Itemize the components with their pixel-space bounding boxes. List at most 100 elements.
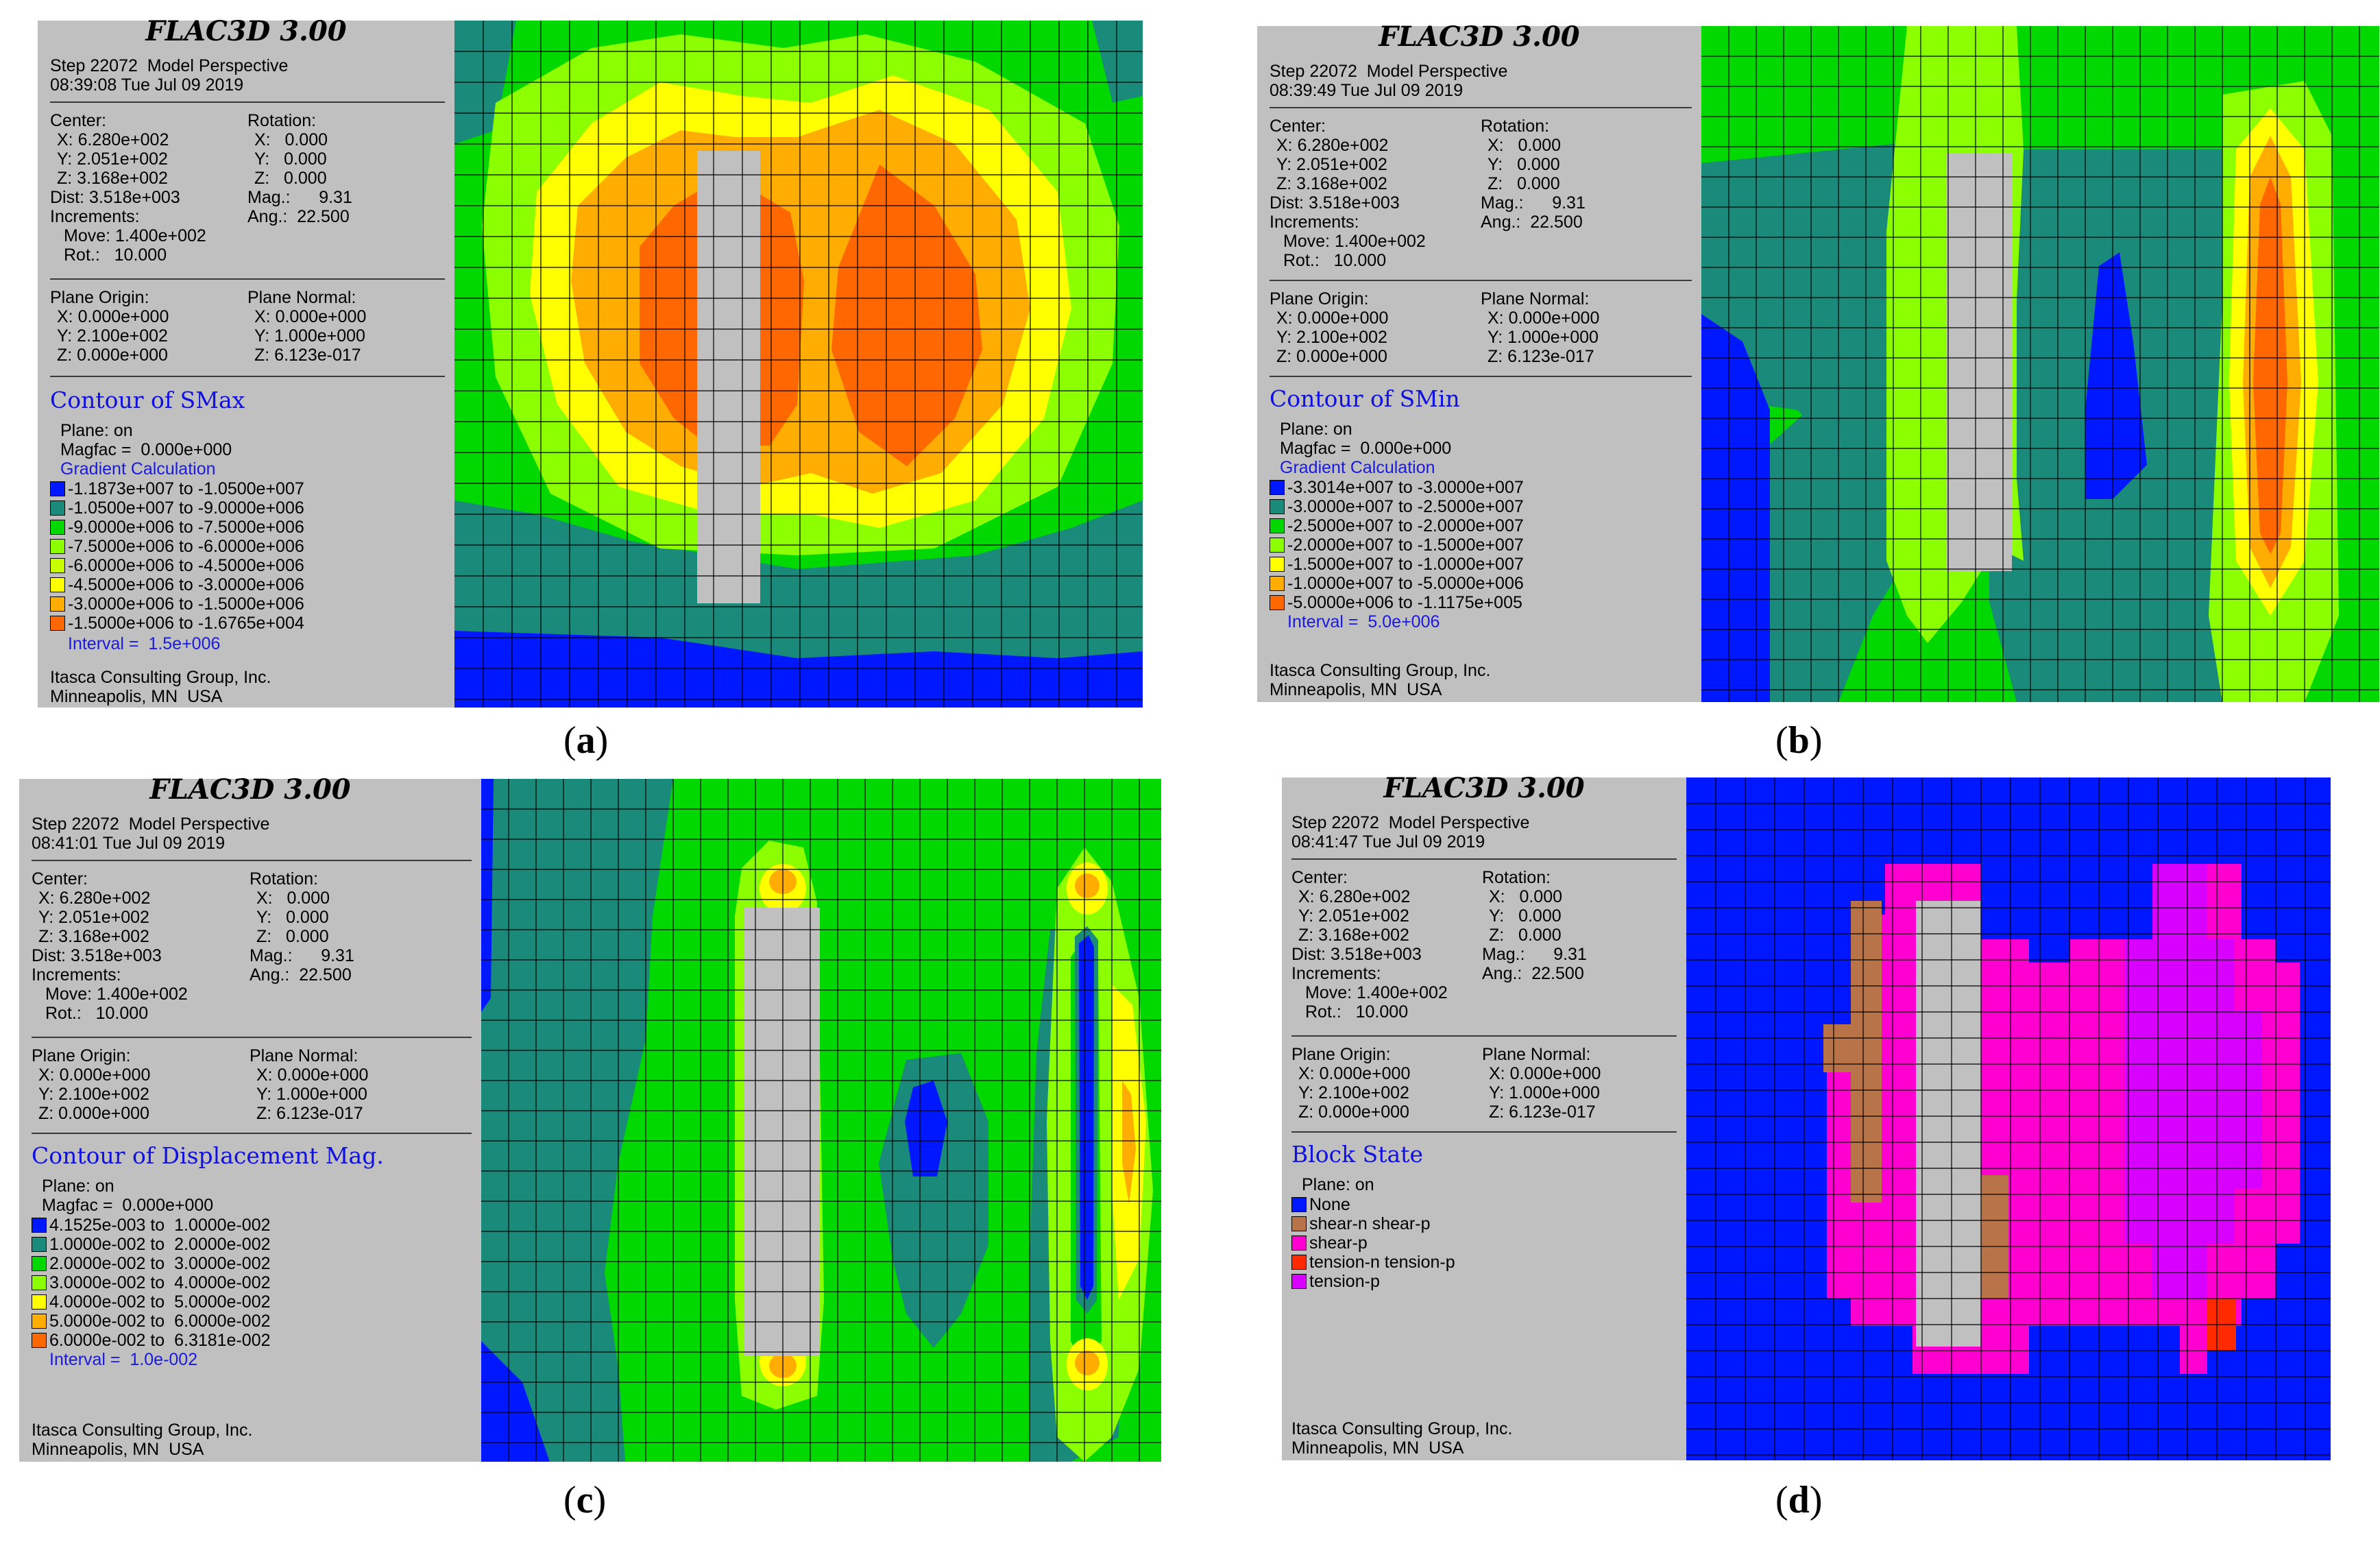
plane-normal-z: Z: 6.123e-017 xyxy=(1487,347,1594,366)
legend-label: -6.0000e+006 to -4.5000e+006 xyxy=(68,556,304,575)
plane-state: Plane: on xyxy=(1302,1175,1374,1194)
caption-c: (c) xyxy=(563,1479,607,1521)
rotation-z: Z: 0.000 xyxy=(256,927,329,946)
rotation-label: Rotation: xyxy=(250,869,319,889)
rotation-x: X: 0.000 xyxy=(254,130,328,149)
rotation-x: X: 0.000 xyxy=(1489,887,1563,906)
contour-title: Contour of SMax xyxy=(50,387,245,413)
info-panel-d: FLAC3D 3.00 Step 22072 Model Perspective… xyxy=(1282,775,1686,1460)
plane-state: Plane: on xyxy=(42,1177,114,1196)
legend-label: 4.1525e-003 to 1.0000e-002 xyxy=(49,1216,271,1235)
mesh-grid xyxy=(1686,777,2331,1460)
increments-label: Increments: xyxy=(1291,964,1381,983)
contour-region xyxy=(640,185,708,446)
plane-normal-x: X: 0.000e+000 xyxy=(256,1065,369,1085)
legend-swatch xyxy=(1270,499,1285,514)
legend-label: -1.0500e+007 to -9.0000e+006 xyxy=(68,498,304,518)
divider xyxy=(32,1133,472,1134)
move: Move: 1.400e+002 xyxy=(64,226,206,245)
center-y: Y: 2.051e+002 xyxy=(1276,155,1387,174)
contour-region xyxy=(1701,314,1770,702)
legend-label: -1.5000e+006 to -1.6765e+004 xyxy=(68,614,304,633)
company-name: Itasca Consulting Group, Inc. xyxy=(32,1421,253,1440)
plane-state: Plane: on xyxy=(60,421,133,440)
contour-region xyxy=(2085,252,2147,499)
plane-origin-label: Plane Origin: xyxy=(32,1046,131,1065)
company-location: Minneapolis, MN USA xyxy=(50,687,223,706)
legend-swatch xyxy=(1291,1255,1307,1270)
legend-label: -2.5000e+007 to -2.0000e+007 xyxy=(1287,516,1524,535)
dist: Dist: 3.518e+003 xyxy=(1270,193,1400,213)
divider xyxy=(1270,376,1692,377)
plane-origin-z: Z: 0.000e+000 xyxy=(1276,347,1387,366)
rotation-z: Z: 0.000 xyxy=(1487,174,1560,193)
divider xyxy=(50,278,445,280)
panel-b: FLAC3D 3.00 Step 22072 Model Perspective… xyxy=(1257,21,2379,702)
caption-d: (d) xyxy=(1775,1479,1823,1521)
step-line: Step 22072 Model Perspective xyxy=(50,56,289,75)
legend-label: shear-p xyxy=(1309,1233,1368,1253)
angle: Ang.: 22.500 xyxy=(250,965,352,985)
software-title: FLAC3D 3.00 xyxy=(145,15,347,47)
legend-swatch xyxy=(32,1333,47,1348)
center-z: Z: 3.168e+002 xyxy=(57,169,168,188)
divider xyxy=(50,376,445,377)
dist: Dist: 3.518e+003 xyxy=(32,946,162,965)
legend-swatch xyxy=(1270,480,1285,495)
smin-contour-svg xyxy=(1701,26,2379,702)
plane-normal-y: Y: 1.000e+000 xyxy=(256,1085,367,1104)
legend-swatch xyxy=(32,1314,47,1329)
dist: Dist: 3.518e+003 xyxy=(50,188,180,207)
center-label: Center: xyxy=(1291,868,1348,887)
center-x: X: 6.280e+002 xyxy=(1298,887,1411,906)
legend-swatch xyxy=(32,1275,47,1290)
increments-label: Increments: xyxy=(1270,213,1359,232)
angle: Ang.: 22.500 xyxy=(247,207,350,226)
center-z: Z: 3.168e+002 xyxy=(38,927,149,946)
legend-swatch xyxy=(50,616,65,631)
legend-label: -3.3014e+007 to -3.0000e+007 xyxy=(1287,478,1524,497)
legend-swatch xyxy=(1291,1197,1307,1212)
legend-label: -1.0000e+007 to -5.0000e+006 xyxy=(1287,574,1524,593)
time-line: 08:39:49 Tue Jul 09 2019 xyxy=(1270,81,1464,100)
contour-region xyxy=(454,631,1143,708)
contour-region xyxy=(1122,1081,1136,1204)
magfac: Magfac = 0.000e+000 xyxy=(42,1196,214,1215)
rot: Rot.: 10.000 xyxy=(1305,1002,1409,1022)
info-panel-c: FLAC3D 3.00 Step 22072 Model Perspective… xyxy=(19,776,481,1462)
plane-origin-x: X: 0.000e+000 xyxy=(38,1065,151,1085)
contour-region xyxy=(744,908,820,1356)
angle: Ang.: 22.500 xyxy=(1482,964,1584,983)
contour-region xyxy=(1075,1351,1100,1375)
plane-origin-label: Plane Origin: xyxy=(1270,289,1369,309)
legend-label: -7.5000e+006 to -6.0000e+006 xyxy=(68,537,304,556)
software-title: FLAC3D 3.00 xyxy=(1379,21,1580,53)
legend-label: 4.0000e-002 to 5.0000e-002 xyxy=(49,1292,271,1312)
rot: Rot.: 10.000 xyxy=(1283,251,1387,270)
legend-swatch xyxy=(1291,1216,1307,1231)
contour-region xyxy=(2125,864,2262,1299)
center-x: X: 6.280e+002 xyxy=(1276,136,1389,155)
interval-label: Interval = 1.0e-002 xyxy=(49,1350,198,1369)
step-line: Step 22072 Model Perspective xyxy=(1291,813,1530,832)
magfac: Magfac = 0.000e+000 xyxy=(60,440,232,459)
dist: Dist: 3.518e+003 xyxy=(1291,945,1422,964)
info-panel-b: FLAC3D 3.00 Step 22072 Model Perspective… xyxy=(1257,21,1701,702)
legend-swatch xyxy=(1291,1274,1307,1289)
block-state-svg xyxy=(1686,777,2331,1460)
mesh-grid xyxy=(1701,26,2379,702)
contour-plot-a xyxy=(454,21,1143,708)
caption-b: (b) xyxy=(1775,719,1823,762)
legend-swatch xyxy=(50,500,65,516)
caption-a: (a) xyxy=(563,719,609,762)
legend-swatch xyxy=(50,577,65,592)
center-label: Center: xyxy=(50,111,106,130)
divider xyxy=(1291,1131,1677,1133)
step-line: Step 22072 Model Perspective xyxy=(1270,62,1508,81)
legend-label: 3.0000e-002 to 4.0000e-002 xyxy=(49,1273,271,1292)
contour-title: Contour of SMin xyxy=(1270,385,1460,412)
contour-region xyxy=(1823,901,1882,1203)
mesh-grid xyxy=(481,779,1161,1462)
magfac: Magfac = 0.000e+000 xyxy=(1280,439,1452,458)
company-name: Itasca Consulting Group, Inc. xyxy=(1270,661,1491,680)
